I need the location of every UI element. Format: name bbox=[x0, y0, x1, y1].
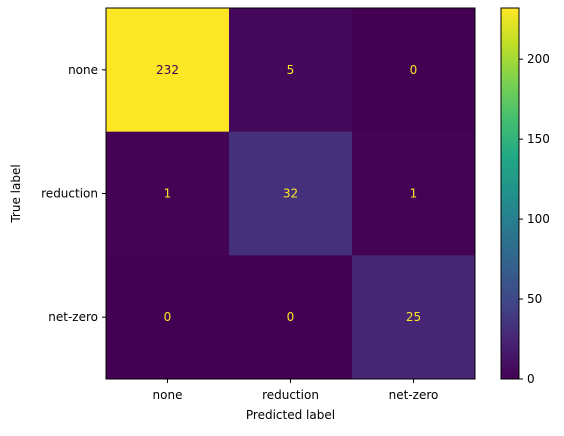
heatmap-cell-1-0 bbox=[106, 131, 230, 256]
y-axis-ticks: none reduction net-zero bbox=[41, 63, 106, 324]
y-tick-label: reduction bbox=[41, 187, 98, 201]
heatmap-cell-0-0 bbox=[106, 8, 230, 133]
cell-value-label: 5 bbox=[287, 63, 295, 77]
y-axis-label: True label bbox=[9, 164, 23, 223]
colorbar-ticks: 0 50 100 150 200 bbox=[519, 52, 550, 386]
x-tick-label: reduction bbox=[262, 388, 319, 402]
heatmap-cells bbox=[106, 8, 476, 380]
heatmap-cell-1-1 bbox=[229, 131, 353, 256]
colorbar-tick-label: 200 bbox=[527, 52, 550, 66]
cell-value-label: 232 bbox=[156, 63, 179, 77]
cell-value-label: 1 bbox=[164, 187, 172, 201]
heatmap-cell-2-2 bbox=[352, 255, 476, 380]
x-tick-label: net-zero bbox=[389, 388, 439, 402]
colorbar bbox=[500, 7, 520, 380]
heatmap-cell-0-1 bbox=[229, 8, 353, 133]
heatmap-cell-2-1 bbox=[229, 255, 353, 380]
cell-value-label: 0 bbox=[410, 63, 418, 77]
y-tick-label: net-zero bbox=[48, 310, 98, 324]
cell-value-label: 0 bbox=[164, 310, 172, 324]
cell-value-label: 0 bbox=[287, 310, 295, 324]
cell-value-labels: 232 5 0 1 32 1 0 0 25 bbox=[156, 63, 421, 324]
x-axis-ticks: none reduction net-zero bbox=[153, 379, 439, 402]
colorbar-tick-label: 0 bbox=[527, 372, 535, 386]
y-tick-label: none bbox=[68, 63, 98, 77]
heatmap-cell-0-2 bbox=[352, 8, 476, 133]
cell-value-label: 1 bbox=[410, 187, 418, 201]
colorbar-tick-label: 150 bbox=[527, 132, 550, 146]
cell-value-label: 25 bbox=[406, 310, 421, 324]
colorbar-tick-label: 50 bbox=[527, 292, 542, 306]
heatmap-cell-1-2 bbox=[352, 131, 476, 256]
x-tick-label: none bbox=[153, 388, 183, 402]
heatmap-cell-2-0 bbox=[106, 255, 230, 380]
x-axis-label: Predicted label bbox=[246, 408, 335, 422]
cell-value-label: 32 bbox=[283, 187, 298, 201]
colorbar-tick-label: 100 bbox=[527, 212, 550, 226]
